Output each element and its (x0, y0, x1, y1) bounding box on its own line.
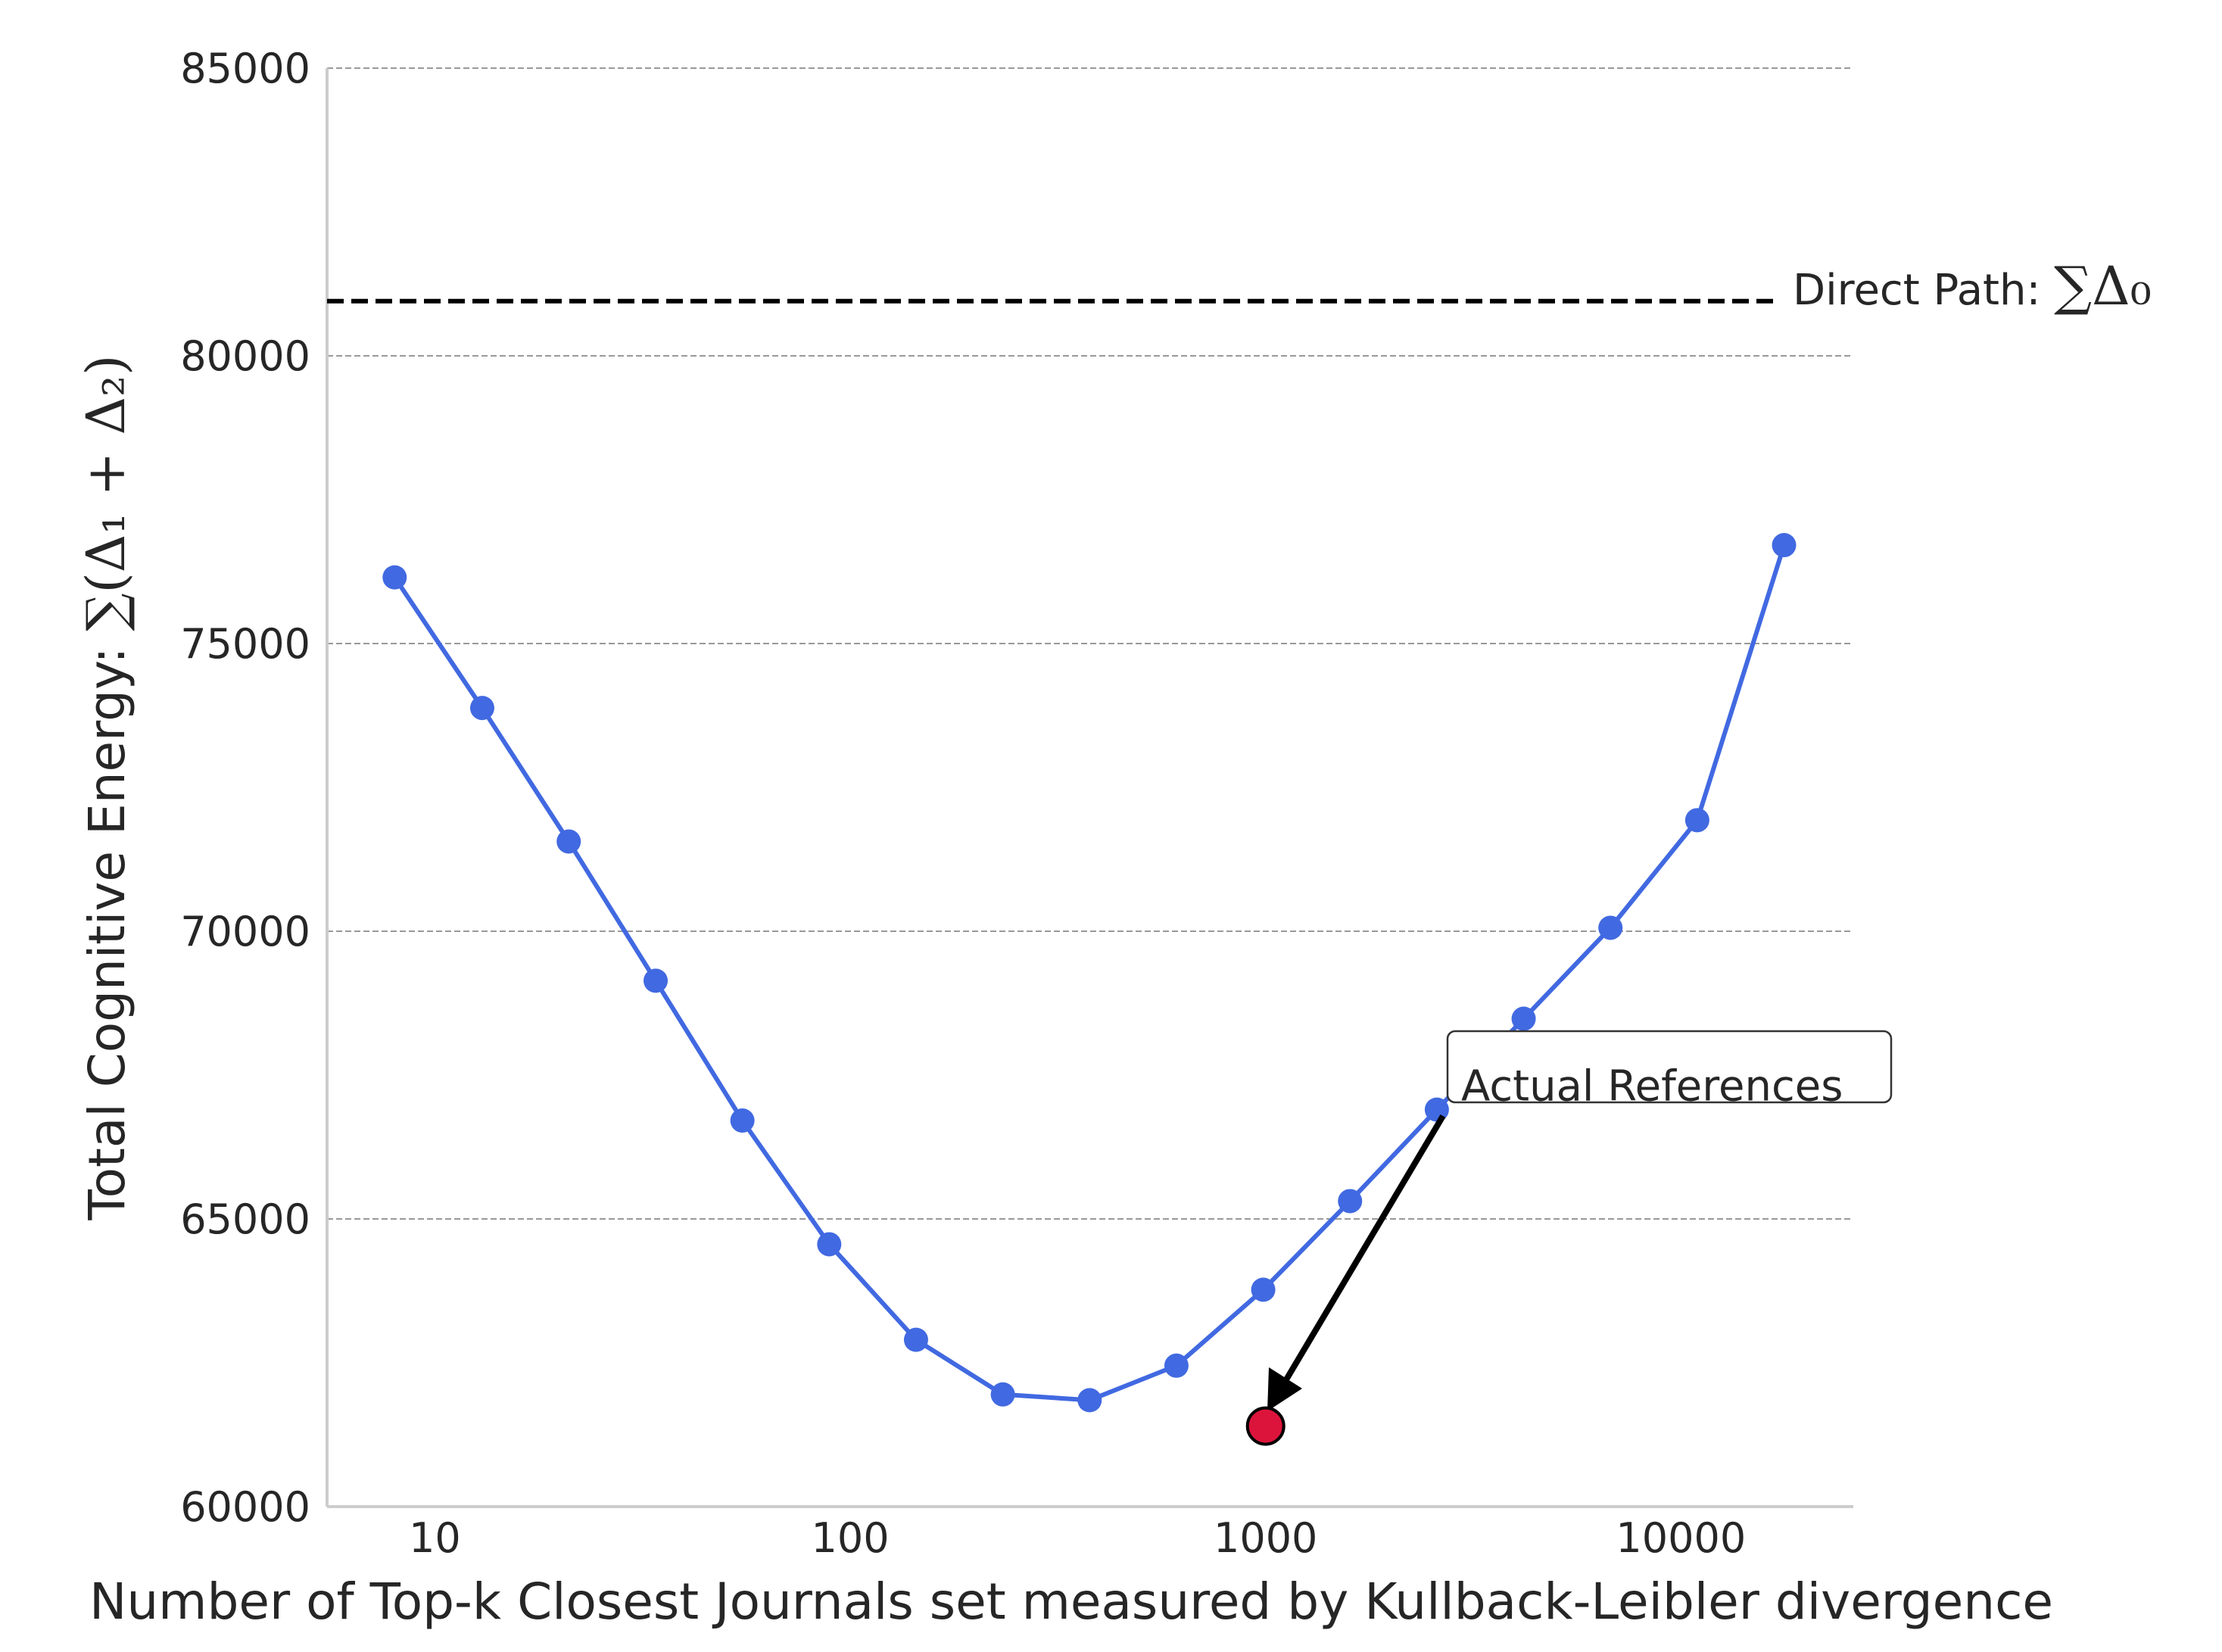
direct-path-label-math: ∑Δ₀ (2054, 255, 2152, 317)
y-tick-label-60000: 60000 (180, 1483, 310, 1531)
annotation-group: Actual References (1245, 1030, 1893, 1446)
y-axis-label-math: ∑(Δ₁ + Δ₂) (75, 355, 137, 631)
y-tick-label-65000: 65000 (180, 1195, 310, 1243)
direct-path-label: Direct Path: ∑Δ₀ (1793, 255, 2152, 317)
y-tick-label-75000: 75000 (180, 620, 310, 668)
x-axis-label: Number of Top-k Closest Journals set mea… (89, 1573, 2053, 1631)
annotation-arrow-head (1267, 1367, 1302, 1411)
annotation-box (1446, 1030, 1893, 1104)
data-point-377 (1077, 1388, 1102, 1413)
y-tick-label-85000: 85000 (180, 45, 310, 92)
annotation-arrow-shaft (1278, 1114, 1446, 1391)
direct-path-label-text: Direct Path: (1793, 266, 2054, 315)
data-point-8 (382, 565, 407, 590)
data-point-987 (1251, 1277, 1276, 1302)
data-point-55 (730, 1108, 755, 1133)
data-point-4181 (1511, 1006, 1536, 1031)
data-point-21 (556, 829, 581, 854)
data-point-17711 (1772, 533, 1797, 558)
y-tick-label-70000: 70000 (180, 908, 310, 955)
series-line-group (382, 533, 1797, 1413)
direct-path-reference: Direct Path: ∑Δ₀ (327, 255, 2152, 317)
data-point-34 (644, 968, 668, 993)
y-axis-label: Total Cognitive Energy: ∑(Δ₁ + Δ₂) (75, 355, 137, 1221)
data-point-89 (817, 1232, 842, 1257)
data-point-6765 (1598, 915, 1623, 940)
x-tick-label-100: 100 (812, 1514, 890, 1562)
data-point-144 (903, 1327, 928, 1352)
x-tick-label-10: 10 (409, 1514, 461, 1562)
actual-references-point (1245, 1406, 1286, 1446)
data-point-610 (1164, 1353, 1189, 1378)
data-point-233 (990, 1382, 1015, 1407)
x-tick-label-1000: 1000 (1214, 1514, 1317, 1562)
series-line-0 (392, 544, 1787, 1403)
data-point-13 (469, 696, 494, 721)
x-tick-labels: 10 100 1000 10000 (409, 1514, 1746, 1562)
annotation-text: Actual References (1461, 1062, 1843, 1111)
data-point-2584 (1424, 1097, 1449, 1122)
data-point-1597 (1338, 1189, 1363, 1214)
x-tick-label-10000: 10000 (1616, 1514, 1746, 1562)
y-axis-label-text: Total Cognitive Energy: (78, 631, 136, 1221)
y-tick-label-80000: 80000 (180, 332, 310, 380)
axes (326, 68, 1853, 1508)
data-point-10946 (1684, 808, 1709, 833)
y-tick-labels: 60000 65000 70000 75000 80000 85000 (180, 45, 310, 1531)
